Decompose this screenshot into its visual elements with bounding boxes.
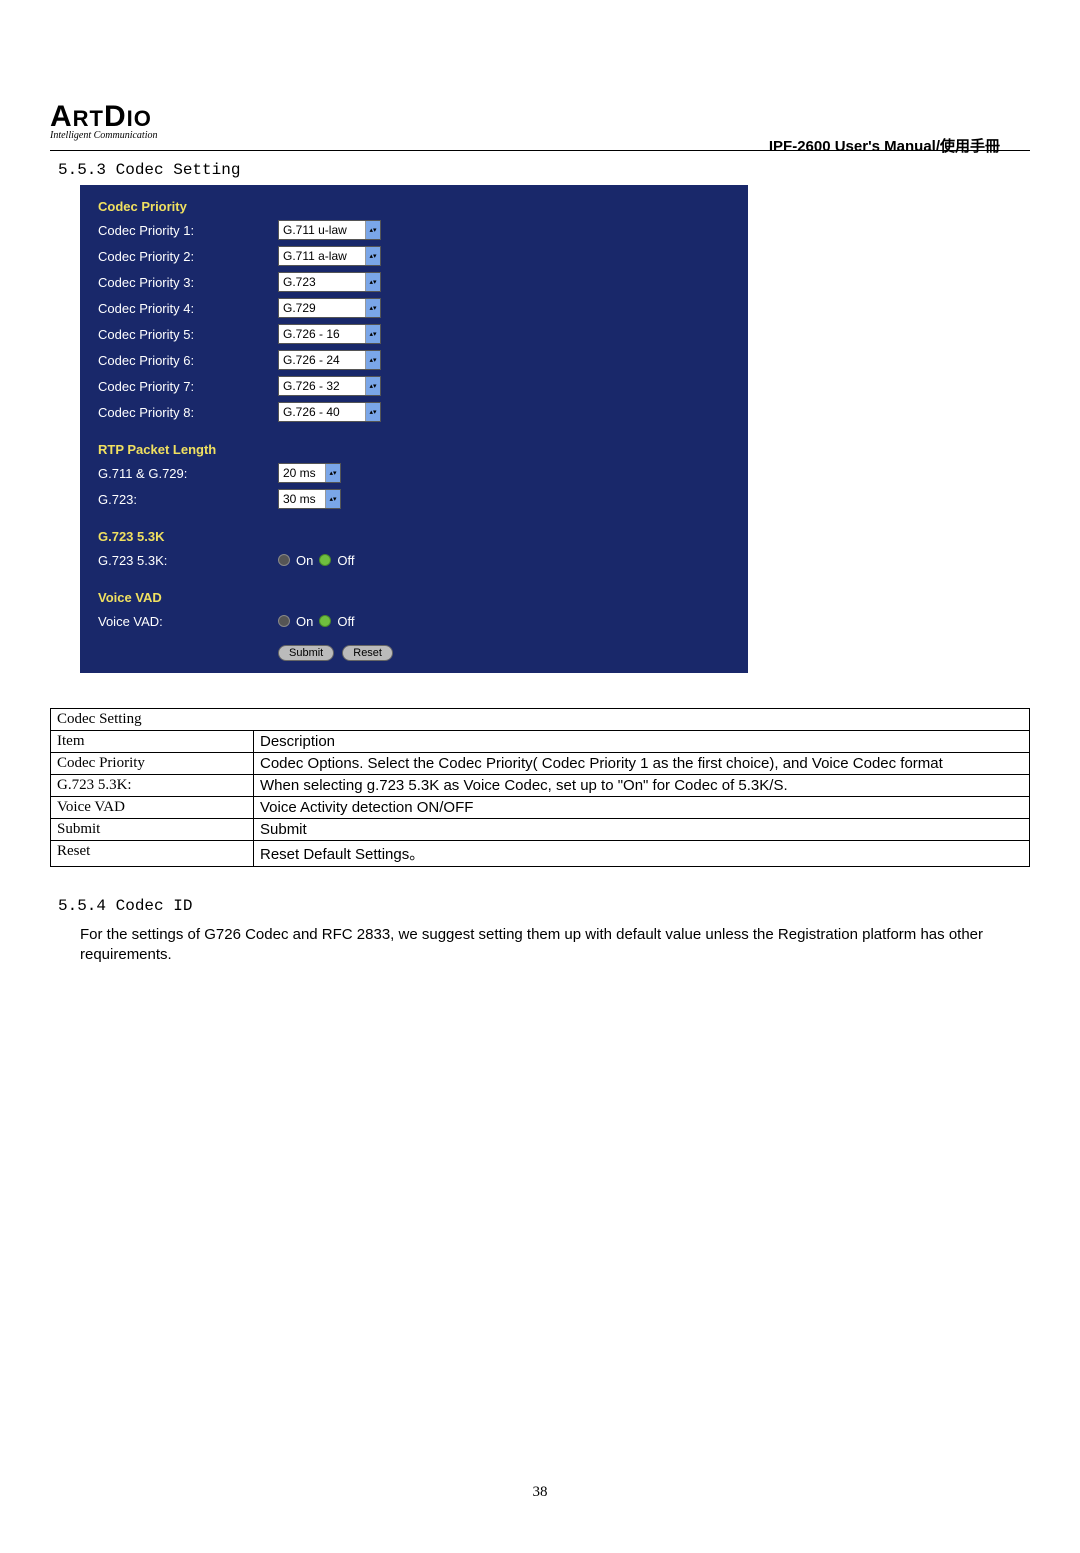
dropdown-arrow-icon: ▴▾ — [365, 351, 380, 369]
vad-heading: Voice VAD — [98, 590, 738, 605]
table-reset-desc: Reset Default Settings。 — [254, 841, 1030, 867]
rtp-g723-row: G.723: 30 ms▴▾ — [98, 487, 738, 511]
vad-off-radio[interactable] — [319, 615, 331, 627]
codec-priority-6-label: Codec Priority 6: — [98, 353, 278, 368]
codec-priority-1-select[interactable]: G.711 u-law▴▾ — [278, 220, 381, 240]
rtp-g723-select[interactable]: 30 ms▴▾ — [278, 489, 341, 509]
codec-priority-3-select[interactable]: G.723▴▾ — [278, 272, 381, 292]
codec-priority-heading: Codec Priority — [98, 199, 738, 214]
codec-priority-1-label: Codec Priority 1: — [98, 223, 278, 238]
rtp-g711-row: G.711 & G.729: 20 ms▴▾ — [98, 461, 738, 485]
codec-priority-5-select[interactable]: G.726 - 16▴▾ — [278, 324, 381, 344]
dropdown-arrow-icon: ▴▾ — [365, 247, 380, 265]
logo-text: ARTDIO — [50, 100, 158, 134]
g723-off-radio[interactable] — [319, 554, 331, 566]
logo: ARTDIO Intelligent Communication — [50, 100, 158, 141]
codec-priority-4-select[interactable]: G.729▴▾ — [278, 298, 381, 318]
button-row: Submit Reset — [278, 645, 738, 661]
dropdown-arrow-icon: ▴▾ — [365, 273, 380, 291]
rtp-g723-label: G.723: — [98, 492, 278, 507]
codec-priority-5-row: Codec Priority 5: G.726 - 16▴▾ — [98, 322, 738, 346]
table-submit-desc: Submit — [254, 819, 1030, 841]
table-desc-header: Description — [254, 731, 1030, 753]
dropdown-arrow-icon: ▴▾ — [325, 490, 340, 508]
g723-on-radio[interactable] — [278, 554, 290, 566]
codec-priority-2-label: Codec Priority 2: — [98, 249, 278, 264]
submit-button[interactable]: Submit — [278, 645, 334, 661]
dropdown-arrow-icon: ▴▾ — [365, 377, 380, 395]
dropdown-arrow-icon: ▴▾ — [365, 325, 380, 343]
codec-id-body: For the settings of G726 Codec and RFC 2… — [80, 925, 1000, 964]
codec-priority-5-label: Codec Priority 5: — [98, 327, 278, 342]
dropdown-arrow-icon: ▴▾ — [365, 403, 380, 421]
codec-priority-4-row: Codec Priority 4: G.729▴▾ — [98, 296, 738, 320]
description-table: Codec Setting Item Description Codec Pri… — [50, 708, 1030, 867]
g723-row: G.723 5.3K: On Off — [98, 548, 738, 572]
section-codec-id-title: 5.5.4 Codec ID — [58, 897, 1030, 915]
vad-on-label: On — [296, 614, 313, 629]
rtp-heading: RTP Packet Length — [98, 442, 738, 457]
table-vad-desc: Voice Activity detection ON/OFF — [254, 797, 1030, 819]
codec-priority-3-row: Codec Priority 3: G.723▴▾ — [98, 270, 738, 294]
section-codec-setting-title: 5.5.3 Codec Setting — [58, 161, 1030, 179]
codec-priority-7-label: Codec Priority 7: — [98, 379, 278, 394]
table-submit-item: Submit — [51, 819, 254, 841]
table-g723-desc: When selecting g.723 5.3K as Voice Codec… — [254, 775, 1030, 797]
g723-off-label: Off — [337, 553, 354, 568]
table-item-header: Item — [51, 731, 254, 753]
dropdown-arrow-icon: ▴▾ — [365, 299, 380, 317]
g723-label: G.723 5.3K: — [98, 553, 278, 568]
vad-row: Voice VAD: On Off — [98, 609, 738, 633]
codec-priority-7-row: Codec Priority 7: G.726 - 32▴▾ — [98, 374, 738, 398]
codec-priority-4-label: Codec Priority 4: — [98, 301, 278, 316]
g723-on-label: On — [296, 553, 313, 568]
codec-priority-8-select[interactable]: G.726 - 40▴▾ — [278, 402, 381, 422]
vad-label: Voice VAD: — [98, 614, 278, 629]
dropdown-arrow-icon: ▴▾ — [365, 221, 380, 239]
codec-priority-3-label: Codec Priority 3: — [98, 275, 278, 290]
table-title-cell: Codec Setting — [51, 709, 1030, 731]
codec-priority-1-row: Codec Priority 1: G.711 u-law▴▾ — [98, 218, 738, 242]
rtp-g711-select[interactable]: 20 ms▴▾ — [278, 463, 341, 483]
table-reset-item: Reset — [51, 841, 254, 867]
dropdown-arrow-icon: ▴▾ — [325, 464, 340, 482]
codec-priority-7-select[interactable]: G.726 - 32▴▾ — [278, 376, 381, 396]
vad-off-label: Off — [337, 614, 354, 629]
codec-setting-panel: Codec Priority Codec Priority 1: G.711 u… — [80, 185, 748, 673]
header-manual-title: IPF-2600 User's Manual/使用手冊 — [769, 135, 1000, 156]
codec-priority-2-row: Codec Priority 2: G.711 a-law▴▾ — [98, 244, 738, 268]
page-number: 38 — [50, 1484, 1030, 1501]
g723-heading: G.723 5.3K — [98, 529, 738, 544]
table-g723-item: G.723 5.3K: — [51, 775, 254, 797]
codec-priority-8-row: Codec Priority 8: G.726 - 40▴▾ — [98, 400, 738, 424]
codec-priority-8-label: Codec Priority 8: — [98, 405, 278, 420]
codec-priority-6-row: Codec Priority 6: G.726 - 24▴▾ — [98, 348, 738, 372]
codec-priority-6-select[interactable]: G.726 - 24▴▾ — [278, 350, 381, 370]
table-codec-priority-item: Codec Priority — [51, 753, 254, 775]
codec-priority-2-select[interactable]: G.711 a-law▴▾ — [278, 246, 381, 266]
vad-on-radio[interactable] — [278, 615, 290, 627]
reset-button[interactable]: Reset — [342, 645, 393, 661]
table-codec-priority-desc: Codec Options. Select the Codec Priority… — [254, 753, 1030, 775]
logo-subtitle: Intelligent Communication — [50, 130, 158, 141]
table-vad-item: Voice VAD — [51, 797, 254, 819]
rtp-g711-label: G.711 & G.729: — [98, 466, 278, 481]
